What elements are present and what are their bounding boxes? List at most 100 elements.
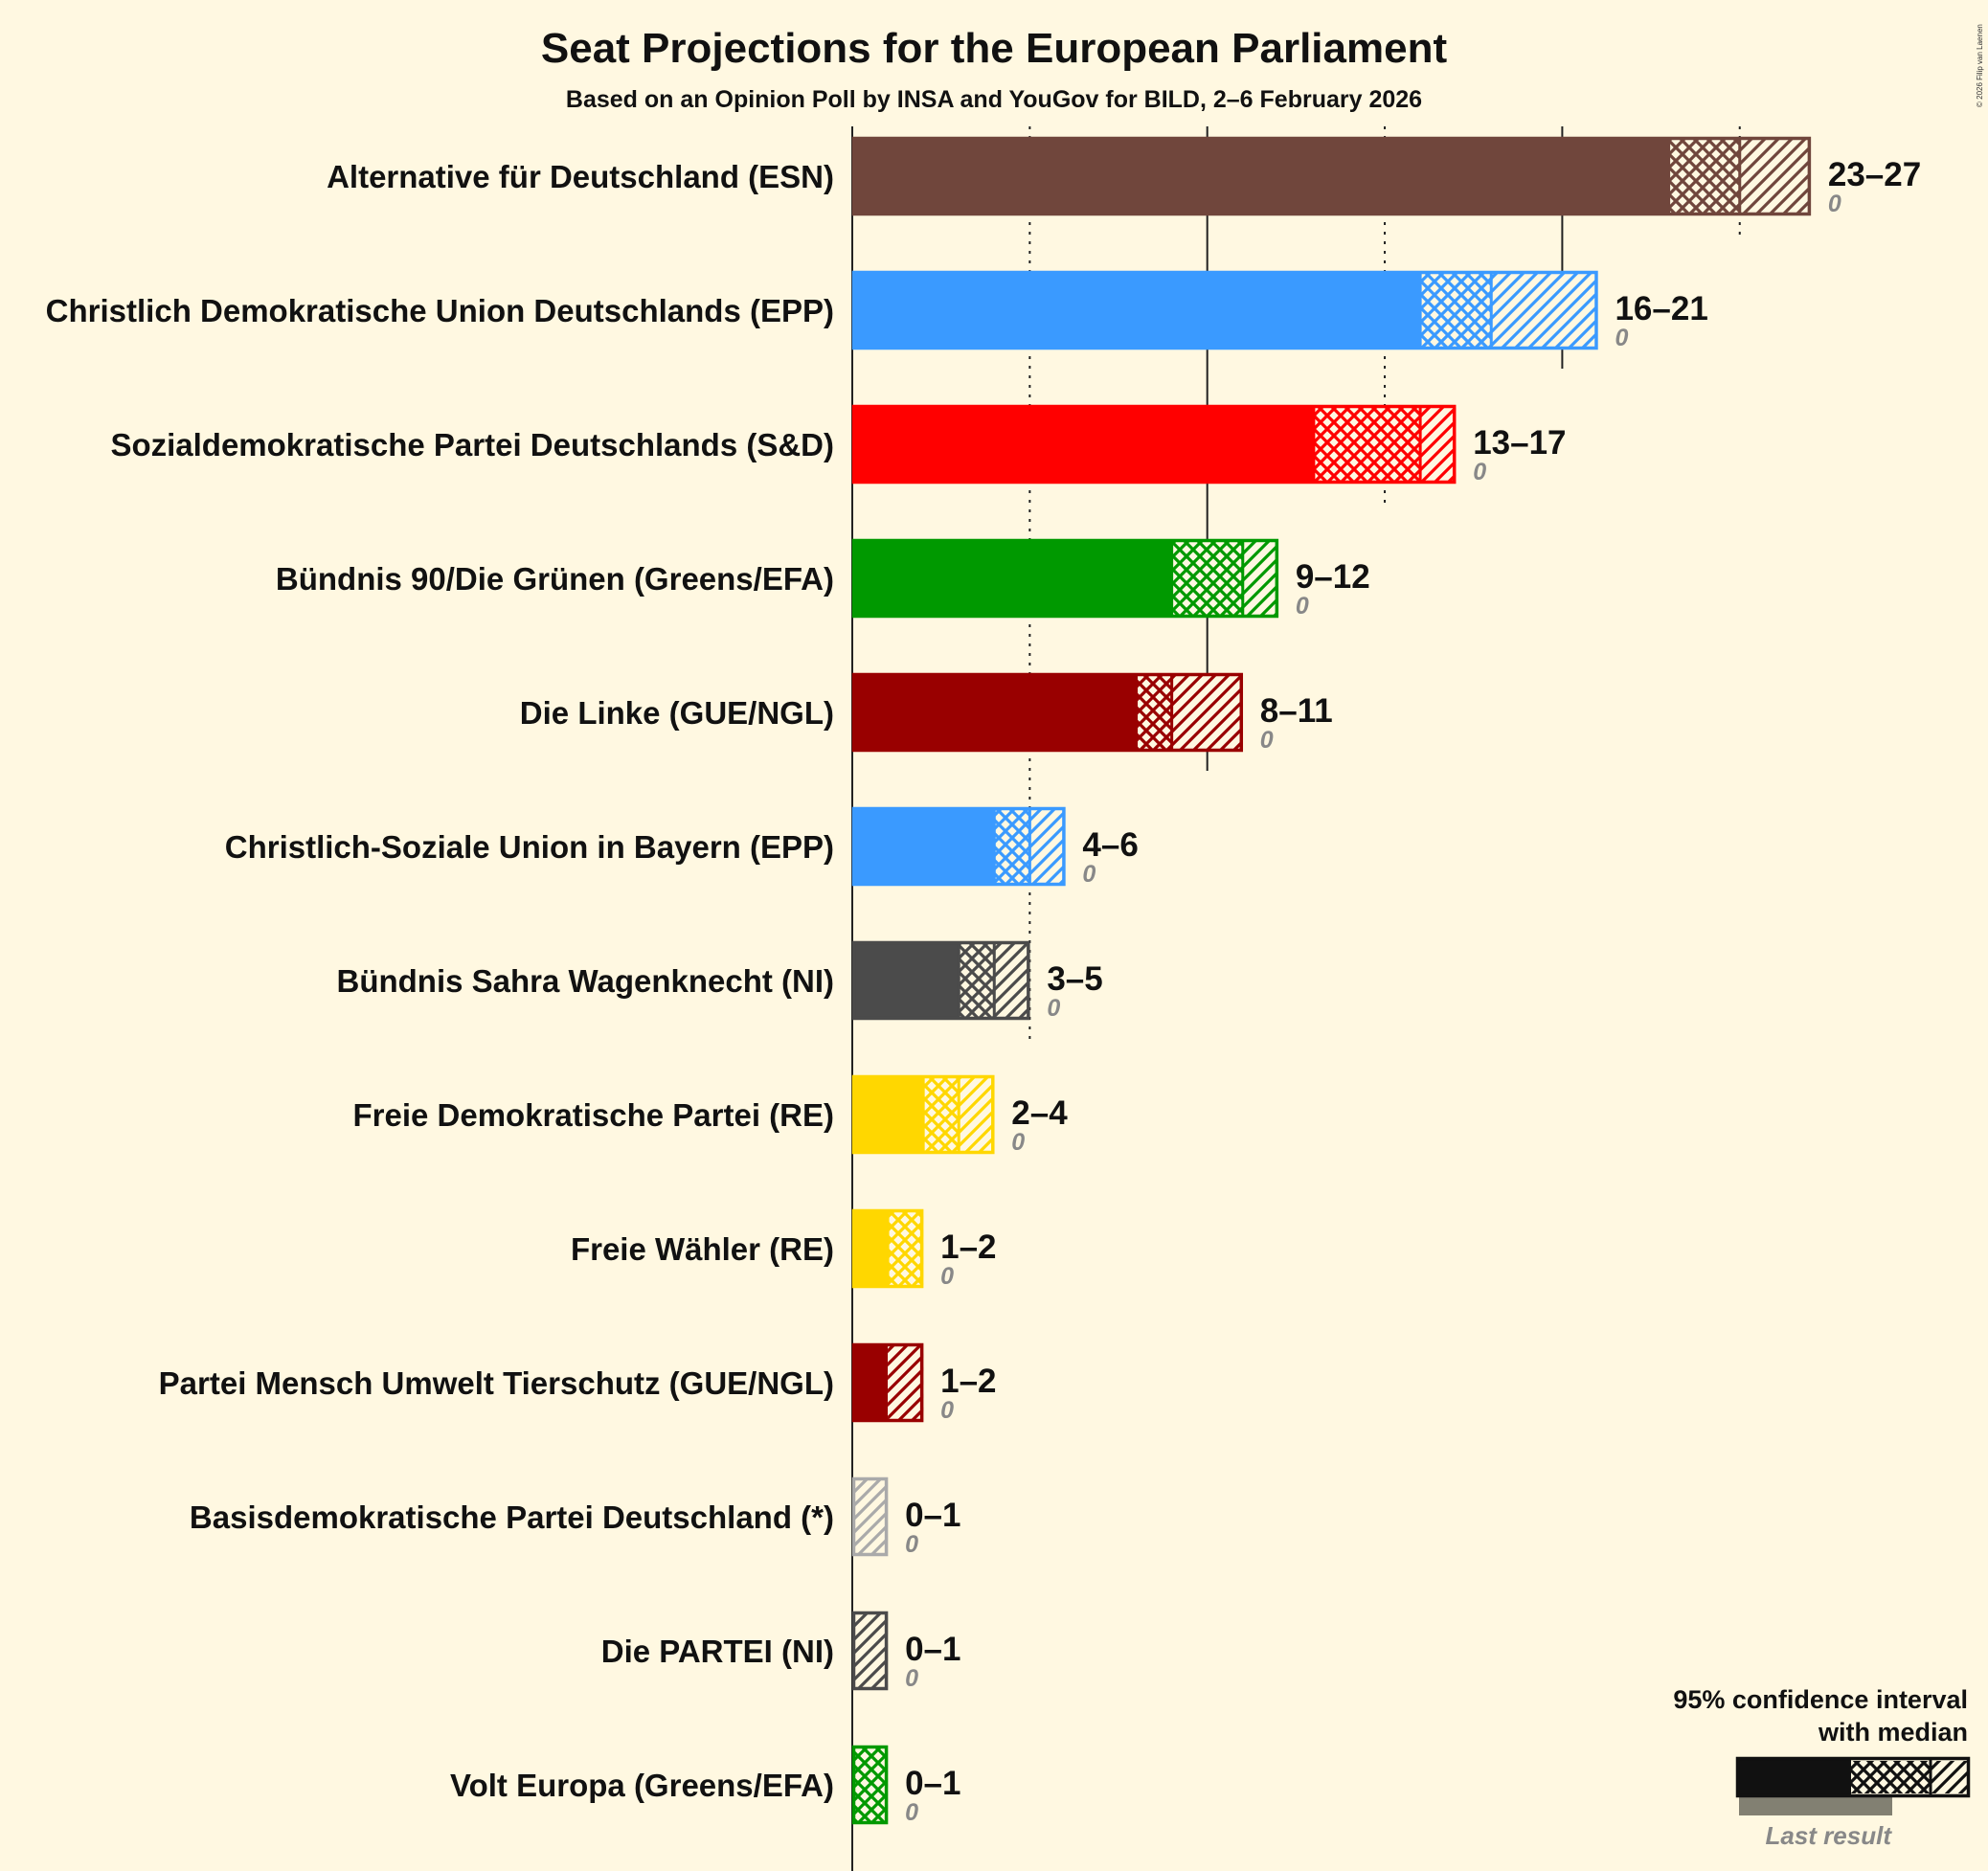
last-result-label: 0	[940, 1397, 954, 1424]
party-row: Freie Wähler (RE) 1–20	[571, 1208, 997, 1290]
bar-hatch-median-to-high	[852, 1614, 889, 1687]
bar-crosshatch-low-to-median	[888, 1212, 924, 1285]
bar-solid	[852, 1075, 924, 1154]
last-result-label: 0	[905, 1531, 918, 1558]
party-row: Freie Demokratische Partei (RE) 2–40	[352, 1074, 1068, 1156]
range-label: 8–11	[1260, 692, 1333, 730]
bar-hatch-median-to-high	[1171, 676, 1243, 749]
party-row: Alternative für Deutschland (ESN) 23–270	[327, 136, 1921, 217]
party-label: Die PARTEI (NI)	[601, 1634, 834, 1669]
party-label: Freie Wähler (RE)	[571, 1231, 834, 1267]
party-row: Sozialdemokratische Partei Deutschlands …	[110, 404, 1567, 485]
bar-crosshatch-low-to-median	[1313, 408, 1421, 481]
party-row: Christlich Demokratische Union Deutschla…	[46, 270, 1708, 351]
bar-hatch-median-to-high	[1420, 408, 1457, 481]
chart-subtitle: Based on an Opinion Poll by INSA and You…	[566, 86, 1422, 113]
party-row: Die PARTEI (NI) 0–10	[601, 1611, 960, 1692]
party-rows: Alternative für Deutschland (ESN) 23–270C…	[46, 136, 1921, 1826]
bar-outline	[851, 1342, 924, 1423]
legend-crosshatch	[1851, 1761, 1931, 1793]
range-label: 13–17	[1473, 424, 1566, 462]
range-label: 1–2	[940, 1363, 996, 1400]
party-row: Bündnis Sahra Wagenknecht (NI) 3–50	[337, 940, 1103, 1022]
last-result-label: 0	[1615, 325, 1628, 351]
bar-outline	[851, 404, 1457, 485]
bar-solid	[852, 673, 1137, 752]
bar-outline	[851, 538, 1279, 619]
last-result-label: 0	[905, 1799, 918, 1826]
party-label: Basisdemokratische Partei Deutschland (*…	[190, 1499, 834, 1535]
bar-hatch-median-to-high	[1242, 542, 1278, 615]
range-label: 16–21	[1615, 290, 1707, 327]
range-label: 4–6	[1082, 826, 1138, 864]
bar-crosshatch-low-to-median	[1420, 274, 1492, 347]
party-label: Bündnis Sahra Wagenknecht (NI)	[337, 963, 835, 999]
bar-outline	[851, 1208, 924, 1289]
range-label: 0–1	[905, 1631, 960, 1668]
legend-solid	[1736, 1757, 1851, 1797]
bar-crosshatch-low-to-median	[1171, 542, 1243, 615]
last-result-label: 0	[1047, 995, 1060, 1022]
bar-outline	[851, 136, 1812, 216]
range-label: 9–12	[1296, 558, 1370, 596]
bar-hatch-median-to-high	[959, 1078, 995, 1151]
bar-outline	[851, 1074, 995, 1155]
party-label: Christlich Demokratische Union Deutschla…	[46, 293, 834, 328]
bar-crosshatch-low-to-median	[1668, 140, 1740, 213]
party-label: Die Linke (GUE/NGL)	[520, 695, 834, 731]
bar-crosshatch-low-to-median	[923, 1078, 960, 1151]
party-label: Christlich-Soziale Union in Bayern (EPP)	[225, 829, 834, 865]
bar-hatch-median-to-high	[852, 1480, 889, 1553]
legend-outline	[1735, 1756, 1971, 1798]
party-label: Partei Mensch Umwelt Tierschutz (GUE/NGL…	[159, 1365, 834, 1401]
range-label: 0–1	[905, 1497, 960, 1534]
party-label: Freie Demokratische Partei (RE)	[352, 1097, 834, 1133]
bar-crosshatch-low-to-median	[994, 810, 1030, 883]
bar-solid	[852, 539, 1172, 618]
bar-outline	[851, 1477, 889, 1557]
legend-hatch	[1931, 1761, 1969, 1793]
range-label: 2–4	[1011, 1094, 1068, 1132]
range-label: 3–5	[1047, 960, 1102, 998]
last-result-label: 0	[1260, 727, 1274, 754]
party-row: Basisdemokratische Partei Deutschland (*…	[190, 1477, 960, 1558]
bar-solid	[852, 807, 995, 886]
party-row: Die Linke (GUE/NGL) 8–110	[520, 672, 1333, 754]
party-label: Volt Europa (Greens/EFA)	[450, 1768, 834, 1803]
bar-outline	[851, 270, 1598, 350]
bar-solid	[852, 137, 1669, 215]
bar-outline	[851, 672, 1244, 753]
range-label: 23–27	[1828, 156, 1921, 193]
bar-crosshatch-low-to-median	[1136, 676, 1172, 749]
last-result-label: 0	[1011, 1129, 1025, 1156]
bar-outline	[851, 1611, 889, 1691]
party-row: Christlich-Soziale Union in Bayern (EPP)…	[225, 806, 1139, 888]
party-row: Volt Europa (Greens/EFA) 0–10	[450, 1745, 960, 1826]
bar-hatch-median-to-high	[994, 944, 1030, 1017]
last-result-label: 0	[1473, 459, 1486, 485]
bar-crosshatch-low-to-median	[852, 1748, 889, 1821]
bar-outline	[851, 806, 1066, 887]
bar-hatch-median-to-high	[888, 1346, 924, 1419]
bar-hatch-median-to-high	[1739, 140, 1811, 213]
last-result-label: 0	[1296, 593, 1309, 620]
last-result-label: 0	[905, 1665, 918, 1692]
bar-solid	[852, 405, 1314, 484]
bar-solid	[852, 271, 1421, 349]
last-result-label: 0	[1828, 191, 1841, 217]
bar-solid	[852, 941, 960, 1020]
bar-solid	[852, 1343, 889, 1422]
party-label: Bündnis 90/Die Grünen (Greens/EFA)	[276, 561, 834, 597]
last-result-label: 0	[1082, 861, 1096, 888]
party-label: Alternative für Deutschland (ESN)	[327, 159, 834, 194]
bar-outline	[851, 1745, 889, 1825]
chart-title: Seat Projections for the European Parlia…	[541, 25, 1448, 72]
bar-hatch-median-to-high	[1029, 810, 1066, 883]
legend-last-result-label: Last result	[1766, 1821, 1893, 1850]
range-label: 1–2	[940, 1229, 996, 1266]
copyright: © 2026 Filip van Laenen	[1976, 24, 1984, 107]
bar-outline	[851, 940, 1030, 1021]
party-label: Sozialdemokratische Partei Deutschlands …	[110, 427, 834, 462]
bar-crosshatch-low-to-median	[959, 944, 995, 1017]
